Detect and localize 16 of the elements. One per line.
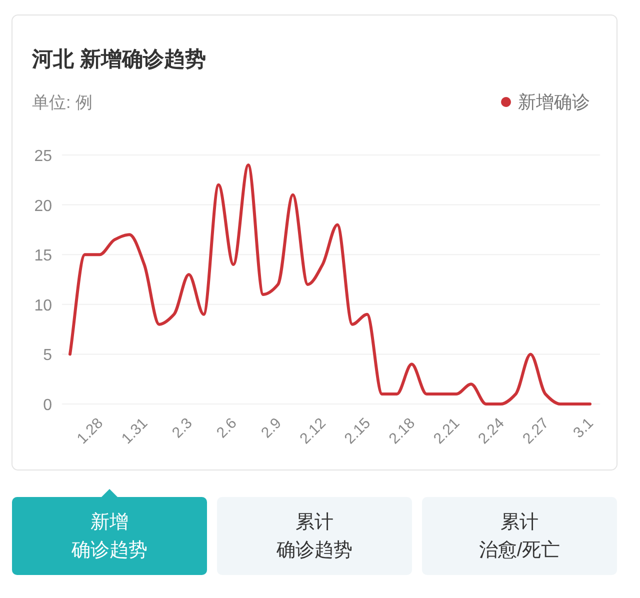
line-series (68, 163, 592, 406)
y-tick-label: 10 (34, 297, 52, 314)
y-tick-label: 5 (43, 347, 52, 364)
y-tick-label: 0 (43, 397, 52, 414)
x-tick-label: 2.21 (430, 414, 464, 448)
chart-subtitle: 单位: 例 (32, 93, 92, 112)
x-tick-label: 2.3 (168, 414, 196, 442)
x-tick-label: 2.6 (213, 414, 240, 442)
x-tick-label: 3.1 (570, 414, 597, 442)
x-tick-label: 2.9 (258, 414, 285, 442)
chart-title: 河北 新增确诊趋势 (31, 47, 206, 71)
y-tick-label: 20 (34, 198, 52, 215)
legend-label: 新增确诊 (518, 92, 590, 112)
x-tick-label: 1.31 (118, 414, 152, 448)
y-tick-label: 15 (34, 248, 52, 265)
y-tick-label: 25 (34, 148, 52, 165)
